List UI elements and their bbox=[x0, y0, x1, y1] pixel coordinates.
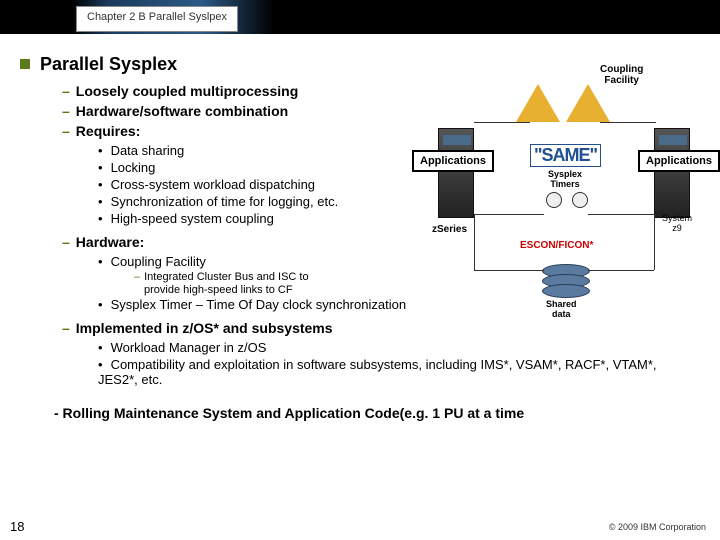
l2-item: •Compatibility and exploitation in softw… bbox=[98, 357, 698, 387]
cf-triangle-icon bbox=[566, 84, 610, 122]
connector-line bbox=[474, 214, 544, 215]
same-label: "SAME" bbox=[530, 144, 601, 167]
l1-text: Hardware: bbox=[76, 234, 144, 250]
applications-box: Applications bbox=[638, 150, 720, 172]
connector-line bbox=[474, 122, 530, 123]
header-bar: Chapter 2 B Parallel Syslpex bbox=[0, 0, 720, 34]
l2-text: Sysplex Timer – Time Of Day clock synchr… bbox=[111, 297, 407, 312]
server-tower-icon bbox=[654, 128, 690, 218]
l2-text: Workload Manager in z/OS bbox=[111, 340, 267, 355]
connector-line bbox=[474, 214, 475, 270]
l2-text: Cross-system workload dispatching bbox=[111, 177, 315, 192]
connector-line bbox=[588, 214, 654, 215]
chapter-tab: Chapter 2 B Parallel Syslpex bbox=[76, 6, 238, 32]
connector-line bbox=[654, 214, 655, 270]
l2-text: Synchronization of time for logging, etc… bbox=[111, 194, 339, 209]
l3-text: provide high-speed links to CF bbox=[144, 284, 293, 296]
l2-text: Coupling Facility bbox=[111, 254, 206, 269]
l1-text: Hardware/software combination bbox=[76, 103, 288, 119]
l1-text: Requires: bbox=[76, 123, 141, 139]
clock-icon bbox=[546, 192, 562, 208]
server-tower-icon bbox=[438, 128, 474, 218]
connector-line bbox=[600, 122, 656, 123]
system-z9-label: System z9 bbox=[662, 214, 692, 234]
title-bullet bbox=[20, 59, 30, 69]
page-title: Parallel Sysplex bbox=[40, 54, 177, 75]
l1-text: Implemented in z/OS* and subsystems bbox=[76, 320, 333, 336]
sysplex-diagram: Coupling Facility Applications Applicati… bbox=[420, 64, 716, 324]
rolling-note: - Rolling Maintenance System and Applica… bbox=[54, 405, 720, 421]
l3-text: Integrated Cluster Bus and ISC to bbox=[144, 271, 308, 283]
clock-icon bbox=[572, 192, 588, 208]
copyright: © 2009 IBM Corporation bbox=[609, 522, 706, 532]
l2-item: •Workload Manager in z/OS bbox=[98, 340, 720, 355]
applications-box: Applications bbox=[412, 150, 494, 172]
l2-text: Locking bbox=[111, 160, 156, 175]
l2-text: Compatibility and exploitation in softwa… bbox=[98, 357, 657, 387]
connector-line bbox=[474, 270, 544, 271]
coupling-facility-label: Coupling Facility bbox=[600, 64, 643, 86]
sysplex-timers-label: Sysplex Timers bbox=[548, 170, 582, 190]
shared-data-label: Shared data bbox=[546, 300, 577, 320]
l1-text: Loosely coupled multiprocessing bbox=[76, 83, 298, 99]
l2-text: High-speed system coupling bbox=[111, 211, 274, 226]
page-number: 18 bbox=[10, 519, 24, 534]
connector-line bbox=[588, 270, 654, 271]
disk-icon bbox=[542, 284, 590, 298]
cf-triangle-icon bbox=[516, 84, 560, 122]
zseries-label: zSeries bbox=[432, 224, 467, 235]
l2-text: Data sharing bbox=[111, 143, 185, 158]
escon-ficon-label: ESCON/FICON* bbox=[520, 240, 593, 251]
